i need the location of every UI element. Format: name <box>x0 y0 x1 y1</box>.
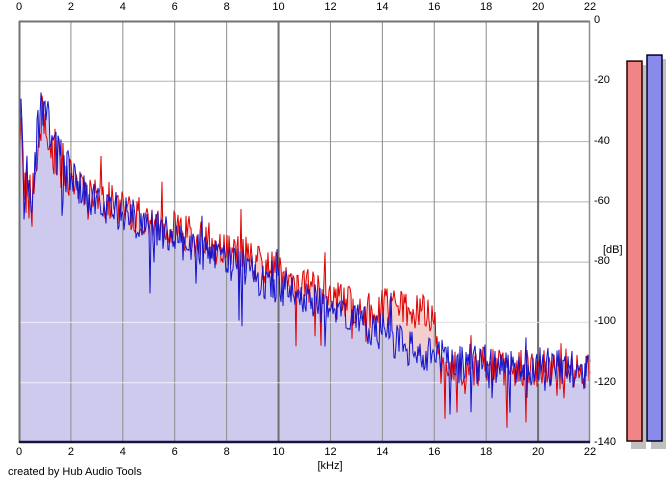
y-tick--140: -140 <box>594 436 617 448</box>
x-tick-top-22: 22 <box>583 1 597 13</box>
x-tick-top-4: 4 <box>119 1 126 13</box>
plot-frame <box>18 20 591 444</box>
x-tick-bottom-18: 18 <box>480 446 493 458</box>
level-meters <box>626 54 666 449</box>
x-tick-top-6: 6 <box>171 1 178 13</box>
x-tick-top-12: 12 <box>324 1 337 13</box>
x-tick-bottom-4: 4 <box>119 446 126 458</box>
x-tick-bottom-10: 10 <box>272 446 285 458</box>
x-tick-top-20: 20 <box>531 1 545 13</box>
x-tick-top-0: 0 <box>15 1 23 13</box>
x-tick-bottom-16: 16 <box>428 446 441 458</box>
x-tick-bottom-6: 6 <box>171 446 178 458</box>
x-tick-bottom-22: 22 <box>583 446 597 458</box>
blue-level-meter-bar <box>646 54 663 442</box>
credit-text: created by Hub Audio Tools <box>8 466 142 478</box>
x-tick-bottom-8: 8 <box>223 446 230 458</box>
x-tick-top-2: 2 <box>67 1 74 13</box>
red-level-meter-bar <box>626 60 643 442</box>
x-tick-top-18: 18 <box>480 1 493 13</box>
x-axis-unit-label: [kHz] <box>317 460 343 472</box>
x-tick-bottom-0: 0 <box>15 446 23 458</box>
x-tick-top-14: 14 <box>376 1 389 13</box>
y-tick--60: -60 <box>594 194 610 207</box>
y-tick--80: -80 <box>594 255 610 268</box>
x-tick-top-8: 8 <box>223 1 230 13</box>
x-tick-top-10: 10 <box>272 1 285 13</box>
blue-spectrum-fill <box>19 92 590 444</box>
vertical-gridlines <box>70 21 540 443</box>
x-tick-bottom-2: 2 <box>67 446 74 458</box>
y-axis-unit-label: [dB] <box>603 244 623 256</box>
y-tick--40: -40 <box>594 134 610 147</box>
red-trace-line <box>18 95 591 428</box>
x-tick-bottom-12: 12 <box>324 446 337 458</box>
plot-area <box>18 20 591 444</box>
y-tick-0: 0 <box>594 14 601 26</box>
blue-trace-line <box>18 92 591 415</box>
x-tick-top-16: 16 <box>428 1 441 13</box>
y-tick--120: -120 <box>594 375 617 388</box>
y-tick--20: -20 <box>594 74 610 87</box>
x-tick-bottom-14: 14 <box>376 446 389 458</box>
x-tick-bottom-20: 20 <box>531 446 545 458</box>
y-tick--100: -100 <box>594 315 617 328</box>
